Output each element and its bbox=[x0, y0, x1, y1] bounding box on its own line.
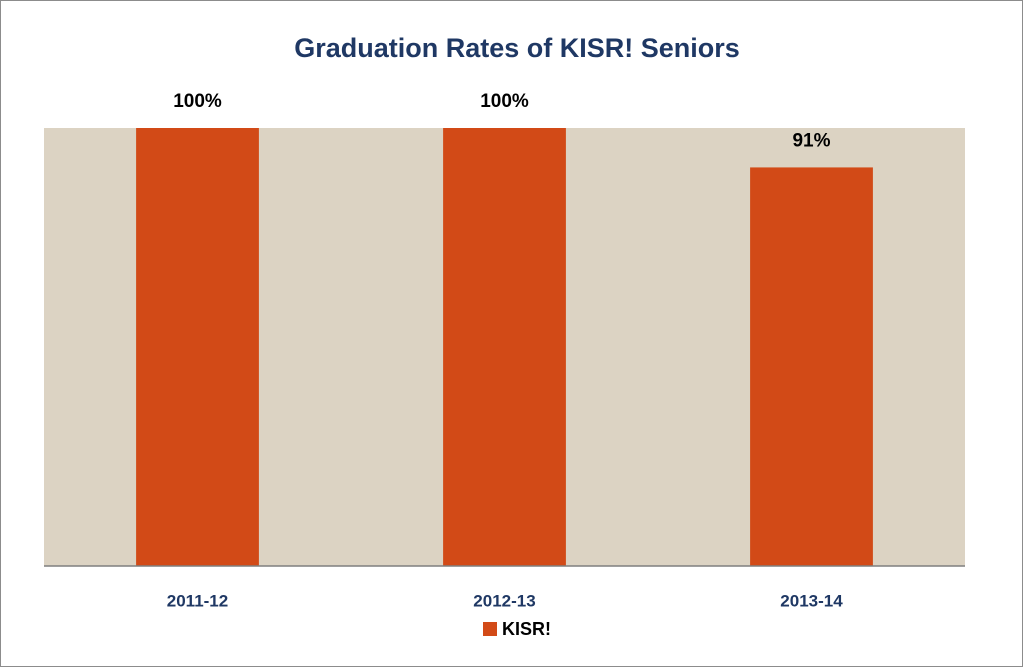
x-tick-label: 2012-13 bbox=[473, 591, 535, 610]
x-tick-label: 2011-12 bbox=[167, 591, 228, 610]
data-label: 91% bbox=[792, 130, 830, 151]
data-label: 100% bbox=[173, 91, 222, 112]
bar bbox=[750, 167, 873, 567]
x-tick-label: 2013-14 bbox=[780, 591, 843, 610]
legend-label: KISR! bbox=[502, 619, 551, 639]
legend-swatch bbox=[483, 622, 497, 636]
data-label: 100% bbox=[480, 91, 529, 112]
chart-title: Graduation Rates of KISR! Seniors bbox=[294, 33, 740, 63]
bar bbox=[136, 128, 259, 566]
bar bbox=[443, 128, 566, 566]
